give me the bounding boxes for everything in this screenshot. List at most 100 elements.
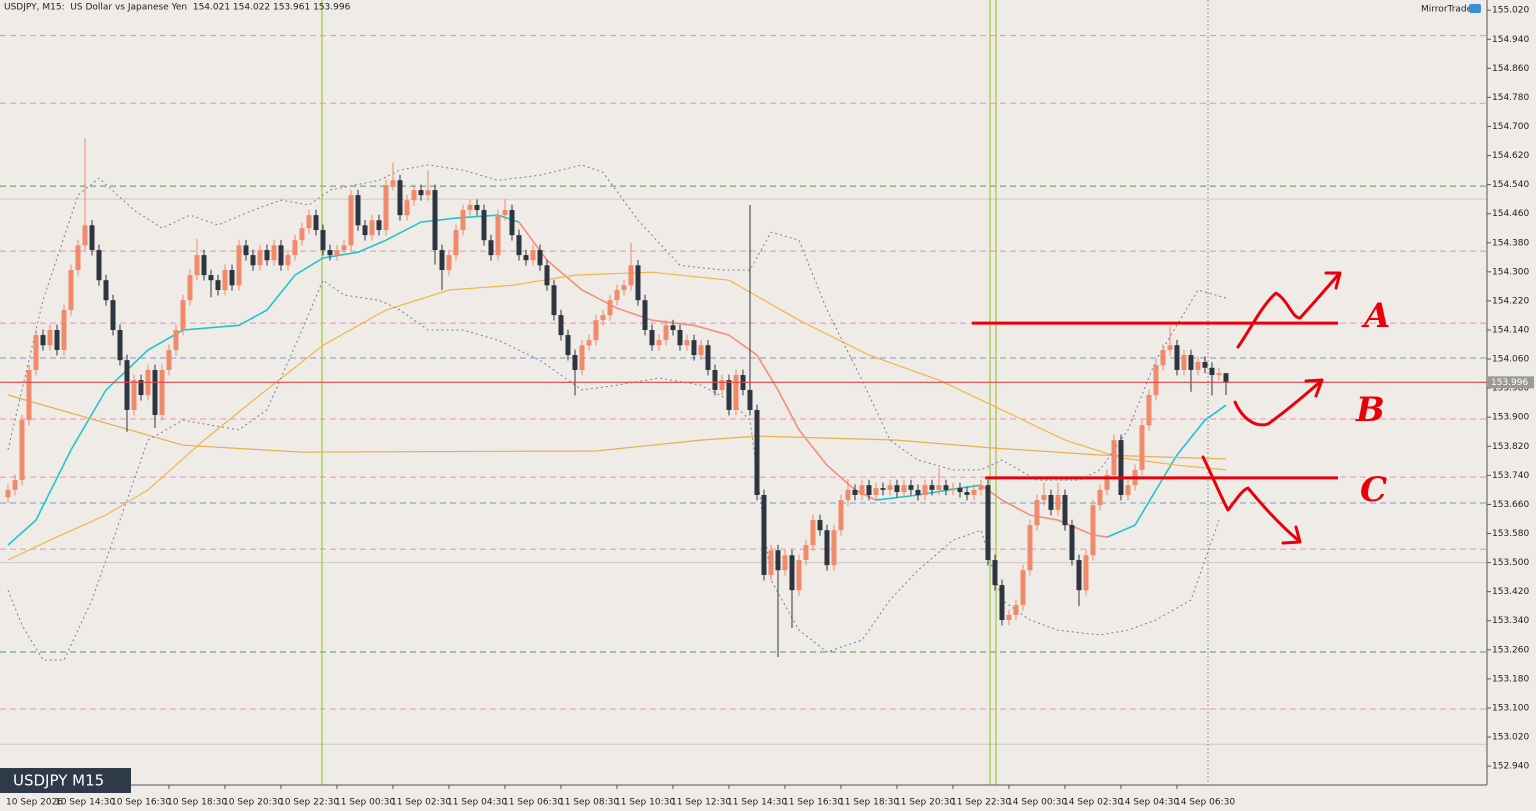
x-tick-label: 11 Sep 02:30 — [391, 798, 451, 808]
candle-body — [1034, 500, 1040, 526]
candle-body — [1097, 489, 1103, 506]
candle-body — [516, 235, 522, 256]
candle-body — [61, 310, 67, 350]
candle-body — [1027, 525, 1033, 571]
candle-body — [208, 275, 214, 281]
candle-body — [376, 220, 382, 231]
candle-body — [621, 285, 627, 291]
candle-body — [530, 250, 536, 261]
candle-body — [642, 300, 648, 330]
candle-body — [250, 255, 256, 266]
symbol-badge — [0, 768, 131, 793]
candle-body — [712, 369, 718, 390]
candle-body — [985, 485, 991, 561]
candle-body — [229, 270, 235, 286]
candle-body — [271, 245, 277, 261]
candle-body — [887, 485, 893, 490]
candle-body — [299, 228, 305, 241]
candle-body — [684, 340, 690, 346]
candle-body — [215, 280, 221, 291]
y-tick-label: 155.020 — [1492, 6, 1529, 16]
candle-body — [404, 200, 410, 216]
y-tick-label: 153.820 — [1492, 442, 1529, 452]
x-tick-label: 11 Sep 04:30 — [447, 798, 507, 808]
candle-body — [761, 494, 767, 575]
candle-body — [971, 489, 977, 495]
y-tick-label: 154.540 — [1492, 180, 1529, 190]
candle-body — [880, 488, 886, 490]
candle-body — [810, 520, 816, 546]
candle-body — [551, 285, 557, 316]
candle-body — [1090, 505, 1096, 556]
candle-body — [1160, 349, 1166, 366]
x-tick-label: 10 Sep 18:30 — [167, 798, 227, 808]
candle-body — [327, 250, 333, 256]
x-tick-label: 11 Sep 00:30 — [335, 798, 395, 808]
y-tick-label: 154.460 — [1492, 209, 1529, 219]
candle-body — [75, 245, 81, 271]
arrow-b — [1233, 380, 1322, 427]
y-tick-label: 154.620 — [1492, 151, 1529, 161]
arrow-c — [1201, 455, 1300, 542]
candle-body — [908, 485, 914, 490]
candle-layer — [0, 138, 1487, 658]
candle-body — [600, 315, 606, 321]
candle-body — [292, 240, 298, 256]
hand-drawn-arrows — [1201, 271, 1342, 545]
candle-body — [1167, 345, 1173, 350]
candle-body — [1041, 494, 1047, 501]
candle-body — [824, 530, 830, 566]
candle-body — [509, 210, 515, 236]
candle-body — [432, 190, 438, 251]
candle-body — [964, 492, 970, 495]
indicator-line — [7, 394, 1227, 460]
candle-body — [866, 485, 872, 495]
y-tick-label: 153.580 — [1492, 529, 1529, 539]
candle-body — [817, 520, 823, 531]
candle-body — [544, 265, 550, 286]
candle-body — [1055, 494, 1061, 510]
x-tick-label: 14 Sep 00:30 — [1007, 798, 1067, 808]
candle-body — [523, 255, 529, 261]
candle-body — [705, 345, 711, 370]
candle-body — [733, 375, 739, 410]
annotation-layer: A BC — [971, 296, 1390, 510]
y-tick-label: 153.260 — [1492, 645, 1529, 655]
candle-body — [803, 545, 809, 561]
candle-body — [747, 389, 753, 410]
candle-body — [1181, 355, 1187, 370]
candle-body — [901, 485, 907, 493]
y-tick-label: 153.020 — [1492, 733, 1529, 743]
y-tick-label: 153.980 — [1492, 384, 1529, 394]
candle-body — [411, 190, 417, 201]
candle-body — [201, 255, 207, 276]
y-tick-label: 154.220 — [1492, 296, 1529, 306]
x-tick-label: 10 Sep 14:30 — [55, 798, 115, 808]
candle-body — [1146, 395, 1152, 426]
x-tick-label: 11 Sep 14:30 — [727, 798, 787, 808]
candle-body — [1188, 355, 1194, 370]
candle-body — [1062, 494, 1068, 526]
candle-body — [936, 485, 942, 490]
candle-body — [320, 230, 326, 251]
candle-body — [852, 489, 858, 495]
candle-body — [82, 225, 88, 246]
candle-body — [236, 245, 242, 286]
y-tick-label: 154.380 — [1492, 238, 1529, 248]
candle-body — [222, 270, 228, 291]
x-tick-label: 11 Sep 16:30 — [783, 798, 843, 808]
candle-body — [1104, 474, 1110, 490]
y-tick-label: 153.660 — [1492, 500, 1529, 510]
candle-body — [1069, 525, 1075, 561]
candle-body — [537, 250, 543, 266]
symbol-badge-text: USDJPY M15 — [13, 772, 104, 790]
candle-body — [978, 485, 984, 490]
candle-body — [929, 485, 935, 490]
brand-icon — [1469, 4, 1481, 13]
candle-body — [796, 560, 802, 591]
candle-body — [859, 485, 865, 495]
candle-body — [124, 360, 130, 410]
candle-body — [306, 215, 312, 229]
candle-body — [390, 180, 396, 185]
candle-body — [187, 275, 193, 301]
